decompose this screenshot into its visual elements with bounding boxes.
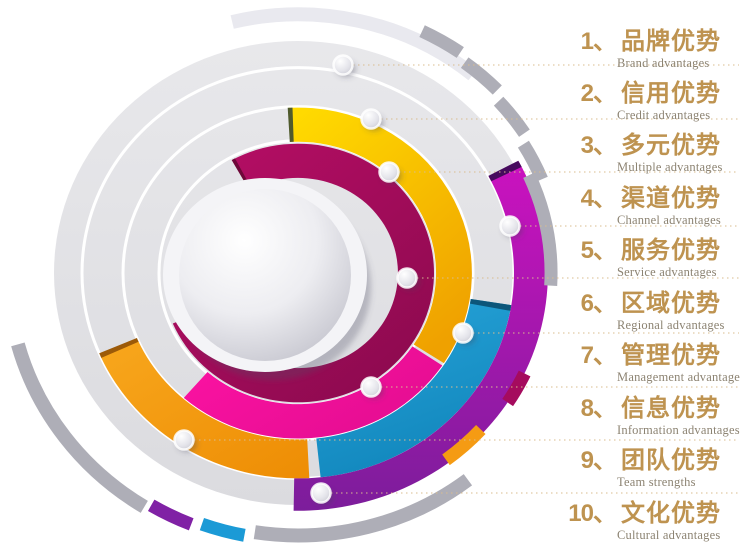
outer-dash-11 — [147, 499, 194, 531]
marker-ball-8 — [173, 429, 195, 451]
blue-start-edge — [470, 299, 512, 311]
marker-ball-1 — [332, 54, 354, 76]
ring-arc-yellow — [288, 107, 472, 364]
outer-dash-5 — [517, 140, 548, 182]
magenta-start-edge — [488, 160, 522, 182]
ring-boundary-2 — [121, 105, 475, 441]
marker-ball-2 — [360, 108, 382, 130]
ring-arc-magenta-purple — [293, 161, 548, 511]
center-sphere — [179, 189, 351, 361]
outer-dash-9 — [253, 474, 473, 543]
marker-ball-7 — [360, 376, 382, 398]
orange-start-edge — [99, 338, 139, 358]
outer-dash-6 — [523, 172, 558, 286]
ring-arc-pink — [183, 346, 443, 439]
marker-ball-5 — [396, 267, 418, 289]
marker-ball-9 — [310, 482, 332, 504]
marker-ball-3 — [378, 161, 400, 183]
outer-dash-1 — [230, 7, 478, 81]
outer-dash-3 — [460, 57, 502, 95]
ring-arc-orange — [100, 340, 310, 479]
outer-dash-2 — [419, 25, 464, 58]
marker-ball-6 — [452, 322, 474, 344]
outer-dash-7 — [502, 370, 531, 407]
outer-dash-8 — [442, 424, 486, 466]
yellow-start-edge — [287, 107, 294, 142]
outer-dash-12 — [11, 342, 148, 513]
marker-ball-4 — [499, 215, 521, 237]
outer-dash-4 — [493, 96, 530, 137]
outer-dash-10 — [199, 517, 246, 542]
